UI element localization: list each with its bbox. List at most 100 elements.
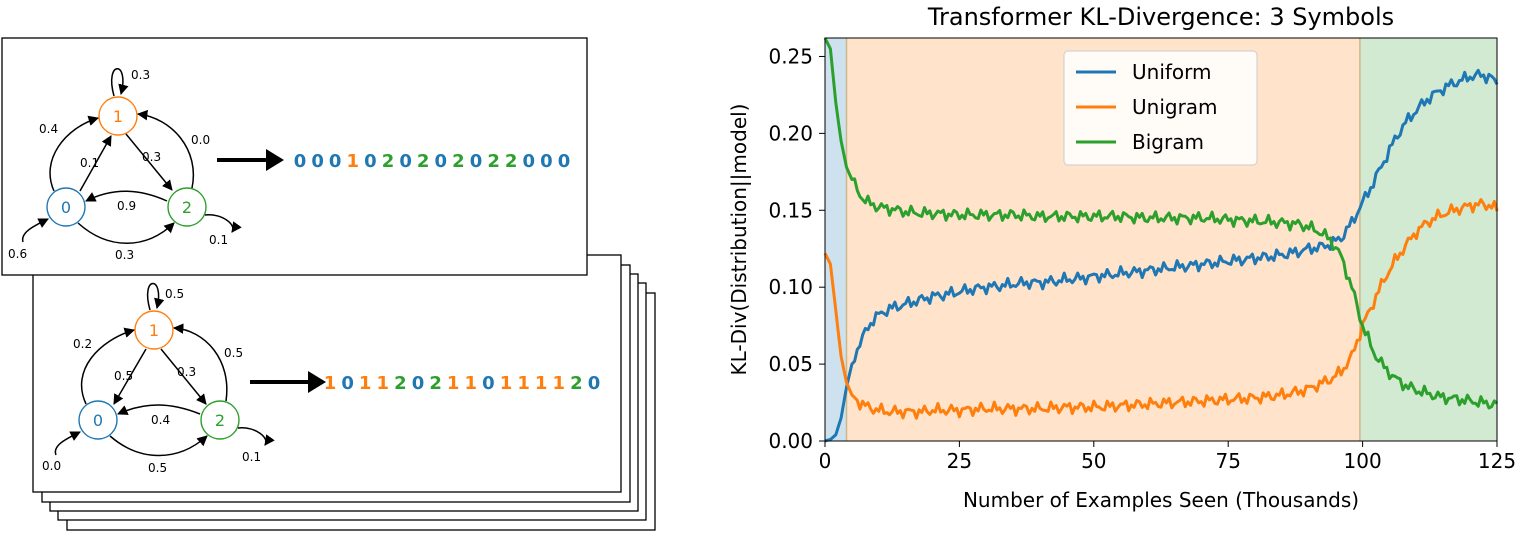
sequence-symbol: 2: [429, 373, 442, 394]
x-tick-label: 125: [1478, 449, 1516, 473]
edge-0-2-label: 0.5: [148, 461, 167, 475]
sequence-symbol: 0: [588, 373, 601, 394]
edge-2-2: [204, 214, 242, 233]
sequence-symbol: 1: [517, 373, 530, 394]
edge-2-1-label: 0.0: [191, 133, 210, 147]
y-tick-label: 0.05: [768, 352, 813, 376]
sequence-symbol: 2: [417, 151, 430, 172]
edge-1-0-label: 0.5: [114, 369, 133, 383]
series-line-unigram: [823, 198, 1499, 420]
sequence-symbol: 1: [324, 373, 337, 394]
shaded-region: [1359, 38, 1497, 441]
sequence-symbol: 2: [382, 151, 395, 172]
node-2: [200, 400, 240, 440]
node-0-label: 0: [61, 198, 71, 217]
y-tick-label: 0.25: [768, 44, 813, 68]
sequence-arrowhead: [266, 149, 284, 171]
sequence-symbol: 0: [435, 151, 448, 172]
x-tick-label: 100: [1344, 449, 1382, 473]
edge-0-1-label: 0.4: [39, 122, 58, 136]
edge-0-0-label: 0.0: [42, 459, 61, 473]
series-line-uniform: [824, 68, 1499, 443]
sequence-symbol: 0: [341, 373, 354, 394]
sequence-symbol: 1: [347, 151, 360, 172]
sequence-symbol: 0: [412, 373, 425, 394]
node-1-label: 1: [149, 321, 159, 340]
sequence-symbol: 1: [359, 373, 372, 394]
edge-0-2: [77, 222, 175, 244]
markov-chain-back: 0 1 2 0.5 0.2 0.5 0.3 0.5 0.4 0.5 0.0 0.…: [42, 282, 601, 475]
sequence-symbol: 0: [558, 151, 571, 172]
edge-0-2: [109, 435, 208, 457]
edge-1-1-label: 0.5: [165, 287, 184, 301]
node-2-label: 2: [182, 198, 192, 217]
edge-2-0-label: 0.9: [117, 199, 136, 213]
edge-2-0: [117, 404, 201, 415]
sequence-symbol: 1: [465, 373, 478, 394]
axis-ticks: 0 25 50 75 100 125 0.00 0.05 0.10 0.15 0.20 0.25: [768, 44, 1516, 473]
series-line-bigram: [823, 37, 1499, 410]
sequence-symbol: 0: [523, 151, 536, 172]
x-axis-label: Number of Examples Seen (Thousands): [963, 488, 1359, 512]
edge-0-1-inner: [79, 135, 112, 192]
kl-divergence-chart: 0 25 50 75 100 125 0.00 0.05 0.10 0.15 0.20 0.25 Tr…: [727, 3, 1516, 512]
sequence-symbol: 2: [452, 151, 465, 172]
series-lines: [823, 37, 1499, 443]
sequence-symbol: 1: [500, 373, 513, 394]
edge-2-2-label: 0.1: [242, 450, 261, 464]
edge-2-1: [172, 323, 228, 402]
edge-1-2-label: 0.3: [142, 150, 161, 164]
sequence-symbol: 1: [553, 373, 566, 394]
node-2: [167, 187, 207, 227]
sequence-symbol: 1: [377, 373, 390, 394]
x-tick-label: 25: [947, 449, 972, 473]
edge-0-1-label: 0.2: [73, 337, 92, 351]
legend-box: [1063, 50, 1258, 166]
sequence-symbol: 0: [311, 151, 324, 172]
node-2-label: 2: [215, 411, 225, 430]
edge-1-0: [113, 348, 147, 405]
y-tick-label: 0.00: [768, 429, 813, 453]
edge-1-1-label: 0.3: [131, 68, 150, 82]
sequence-arrowhead: [308, 371, 326, 393]
edge-1-2: [160, 348, 207, 405]
edge-0-1: [80, 327, 136, 405]
edge-2-1-label: 0.5: [224, 346, 243, 360]
edge-1-1: [146, 282, 165, 311]
edge-1-2: [125, 133, 173, 191]
x-tick-label: 75: [1215, 449, 1240, 473]
edge-1-2-label: 0.3: [177, 365, 196, 379]
edge-0-0-label: 0.6: [8, 247, 27, 261]
edge-2-1: [136, 109, 195, 189]
node-1-label: 1: [113, 107, 123, 126]
sequence-symbol: 0: [482, 373, 495, 394]
y-axis-label: KL-Div(Distribution||model): [727, 104, 751, 376]
edge-0-0: [54, 431, 81, 456]
legend: Uniform Unigram Bigram: [1063, 50, 1258, 166]
edge-2-2-label: 0.1: [209, 233, 228, 247]
edge-0-1: [49, 115, 100, 192]
node-0: [46, 187, 86, 227]
legend-label: Uniform: [1132, 60, 1212, 84]
legend-label: Bigram: [1132, 130, 1204, 154]
edge-0-2-label: 0.3: [115, 248, 134, 262]
y-tick-label: 0.15: [768, 198, 813, 222]
x-tick-label: 0: [819, 449, 832, 473]
sequence-symbol: 0: [364, 151, 377, 172]
edge-0-0: [21, 218, 49, 243]
sequence-symbol: 0: [329, 151, 342, 172]
sequence-symbol: 0: [540, 151, 553, 172]
sequence-symbol: 1: [447, 373, 460, 394]
x-tick-label: 50: [1081, 449, 1106, 473]
sequence-symbol: 1: [535, 373, 548, 394]
sequence-symbol: 2: [505, 151, 518, 172]
edge-1-0-label: 0.1: [80, 156, 99, 170]
legend-label: Unigram: [1132, 95, 1218, 119]
markov-chain-front: 0 1 2 0.3 0.4 0.1 0.3 0.0 0.9 0.3 0.6 0.…: [8, 68, 570, 262]
edge-2-0: [85, 190, 168, 202]
edge-1-1: [111, 68, 129, 97]
